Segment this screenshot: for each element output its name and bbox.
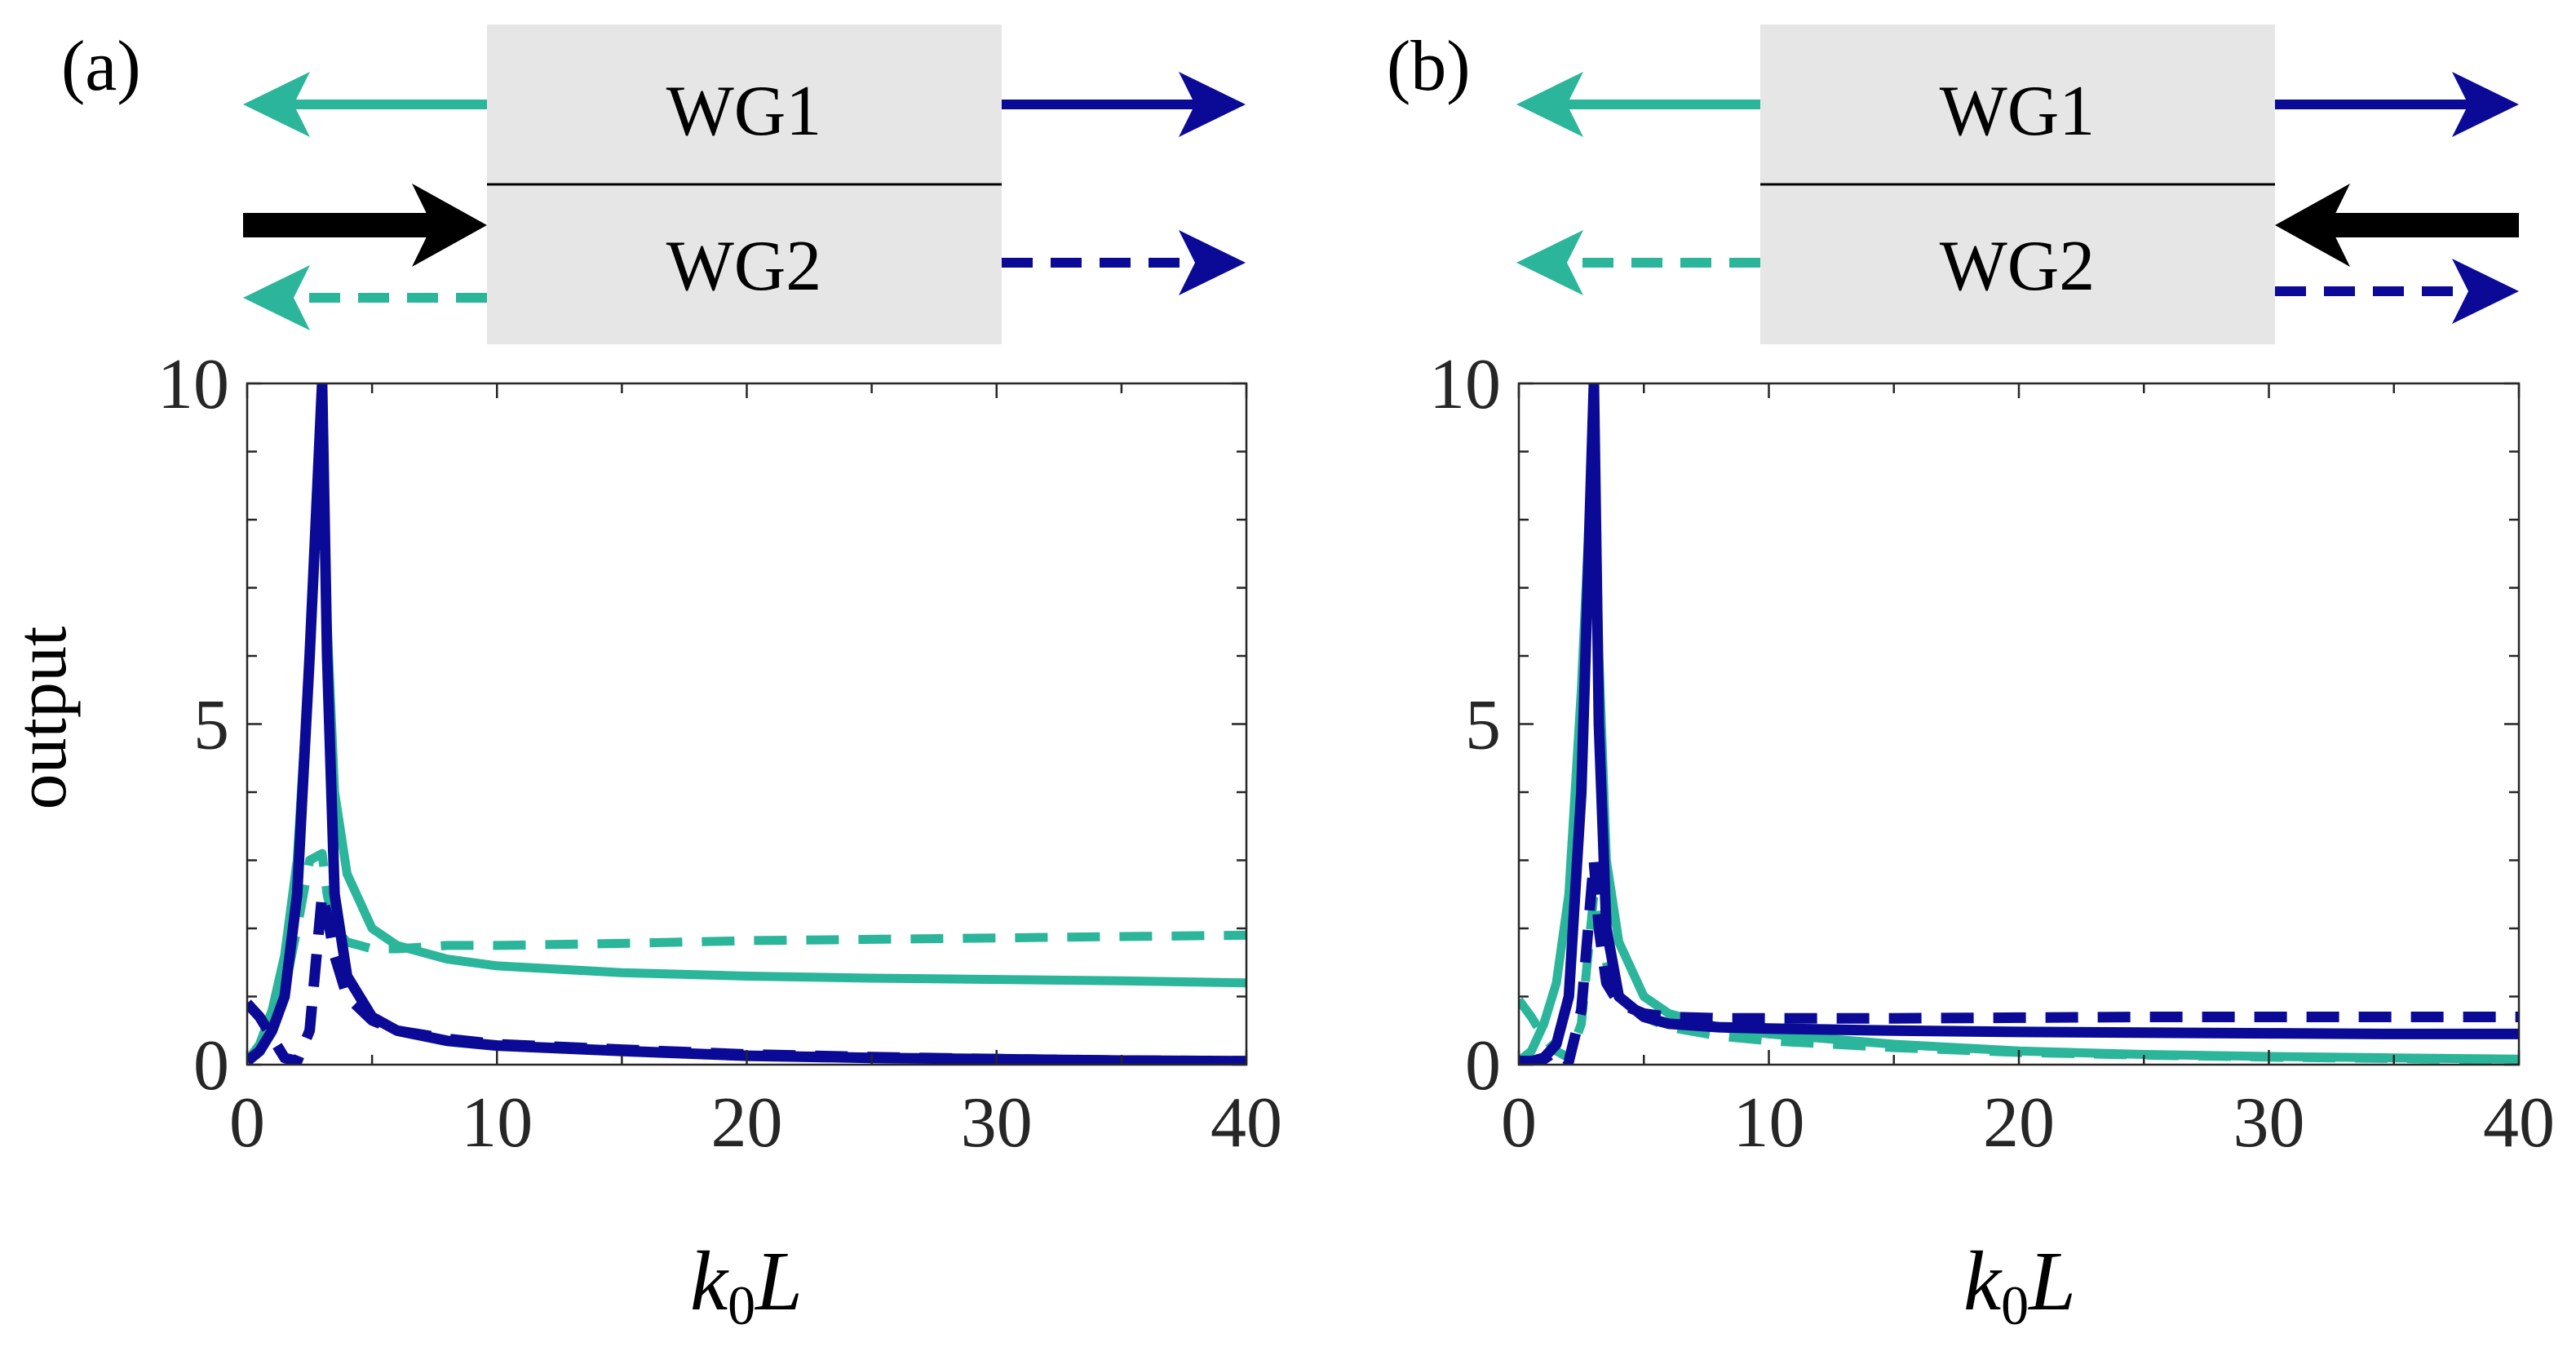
- y-tick-label: 10: [1429, 345, 1501, 424]
- wg2-label: WG2: [666, 227, 822, 306]
- series-line-navy-dashed: [247, 888, 1246, 1065]
- plot-area-a: 0 10 20 30 40 0 5 10: [157, 345, 1282, 1163]
- series-line-teal-solid: [247, 392, 1246, 1065]
- wg1-left-output-arrow: [243, 72, 487, 137]
- panel-label: (b): [1387, 27, 1471, 106]
- x-axis-label: k0L: [690, 1234, 803, 1336]
- x-tick-label: 10: [1733, 1083, 1805, 1163]
- plot-area-b: 0 10 20 30 40 0 5 10: [1429, 345, 2555, 1163]
- series-line-teal-dashed: [247, 848, 1246, 1065]
- series-line-navy-solid: [247, 383, 1246, 1065]
- series-line-navy-dashed: [1519, 855, 2519, 1065]
- x-tick-label: 40: [1211, 1083, 1282, 1163]
- x-tick-label: 10: [461, 1083, 533, 1163]
- wg1-label: WG1: [1940, 72, 2096, 151]
- x-tick-label: 20: [1983, 1083, 2055, 1163]
- axes-frame: [246, 382, 1248, 1066]
- x-tick-label: 30: [2233, 1083, 2305, 1163]
- x-tick-label: 0: [229, 1083, 265, 1163]
- panel-label: (a): [61, 27, 141, 106]
- wg1-left-output-arrow: [1516, 72, 1760, 137]
- x-tick-label: 30: [961, 1083, 1033, 1163]
- wg1-label: WG1: [666, 72, 822, 151]
- wg2-right-output-arrow: [1002, 230, 1246, 295]
- x-tick-label: 40: [2483, 1083, 2555, 1163]
- series-line-navy-solid: [1519, 383, 2519, 1065]
- wg2-input-arrow: [2275, 184, 2519, 267]
- y-tick-label: 5: [193, 686, 229, 765]
- wg2-input-arrow: [243, 184, 487, 267]
- wg1-right-output-arrow: [2275, 72, 2519, 137]
- series-line-teal-solid: [1519, 413, 2519, 1065]
- wg2-left-output-arrow: [1516, 230, 1760, 295]
- x-axis-label: k0L: [1963, 1234, 2076, 1336]
- wg2-left-output-arrow: [243, 265, 487, 330]
- wg2-label: WG2: [1940, 227, 2096, 306]
- y-tick-label: 0: [1465, 1026, 1501, 1105]
- y-tick-label: 5: [1465, 686, 1501, 765]
- x-tick-label: 0: [1501, 1083, 1537, 1163]
- wg1-right-output-arrow: [1002, 72, 1246, 137]
- panel-a: (a) WG1 WG2 0 10 20 30 4: [2, 24, 1282, 1336]
- wg2-right-output-arrow: [2275, 259, 2519, 324]
- y-tick-label: 0: [193, 1026, 229, 1105]
- panel-b: (b) WG1 WG2 0 10 20 30 40 0 5 10 k0L: [1387, 24, 2555, 1336]
- axes-frame: [1517, 382, 2521, 1066]
- x-tick-label: 20: [711, 1083, 783, 1163]
- y-axis-label: output: [2, 627, 82, 810]
- y-tick-label: 10: [157, 345, 229, 424]
